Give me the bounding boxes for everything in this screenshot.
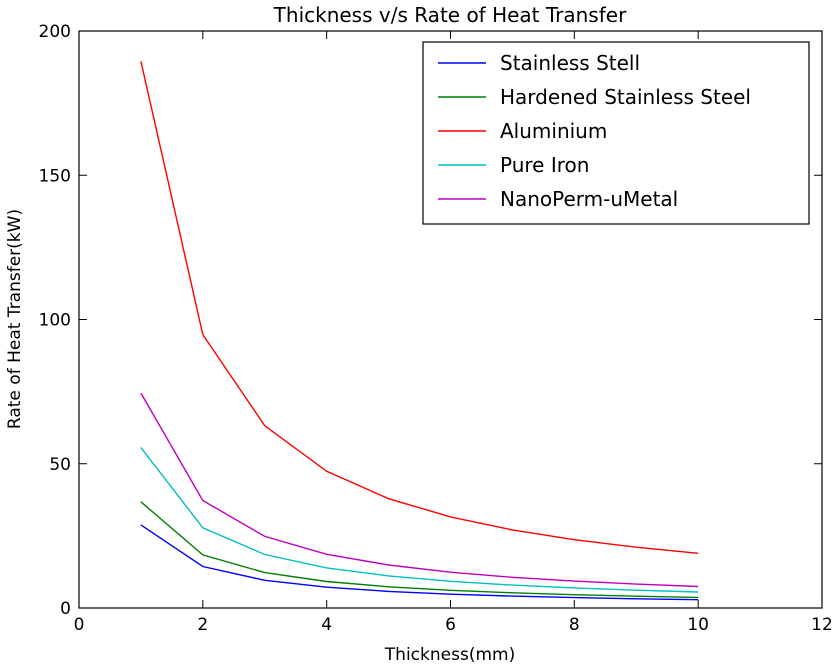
legend-label-hardened-stainless-steel: Hardened Stainless Steel	[500, 85, 751, 109]
axis-ticks: 0 2 4 6 8 10 12 0 50 100 150 200	[39, 22, 832, 635]
chart-title: Thickness v/s Rate of Heat Transfer	[273, 3, 627, 27]
legend-box	[422, 41, 810, 225]
plot-area	[140, 61, 699, 601]
series-line-stainless-stell	[140, 524, 699, 601]
series-line-nanoperm-umetal	[140, 392, 699, 588]
y-tick-label: 200	[39, 22, 71, 42]
x-tick-label: 2	[197, 615, 208, 635]
y-axis-label: Rate of Heat Transfer(kW)	[5, 209, 25, 429]
legend-label-nanoperm-umetal: NanoPerm-uMetal	[500, 187, 678, 211]
x-axis-label: Thickness(mm)	[384, 645, 515, 665]
legend: Stainless Stell Hardened Stainless Steel A…	[422, 41, 810, 225]
plot-frame	[78, 30, 823, 609]
x-tick-label: 10	[687, 615, 709, 635]
x-tick-label: 6	[445, 615, 456, 635]
legend-label-aluminium: Aluminium	[500, 119, 607, 143]
legend-label-pure-iron: Pure Iron	[500, 153, 589, 177]
x-tick-label: 8	[569, 615, 580, 635]
x-tick-label: 12	[811, 615, 832, 635]
x-tick-label: 4	[321, 615, 332, 635]
y-tick-label: 100	[39, 311, 71, 331]
y-tick-label: 150	[39, 166, 71, 186]
x-tick-label: 0	[74, 615, 85, 635]
series-line-pure-iron	[140, 447, 699, 593]
legend-label-stainless-stell: Stainless Stell	[500, 51, 640, 75]
series-line-hardened-stainless-steel	[140, 501, 699, 599]
series-line-aluminium	[140, 61, 699, 554]
y-tick-label: 50	[49, 455, 71, 475]
y-tick-label: 0	[60, 599, 71, 619]
